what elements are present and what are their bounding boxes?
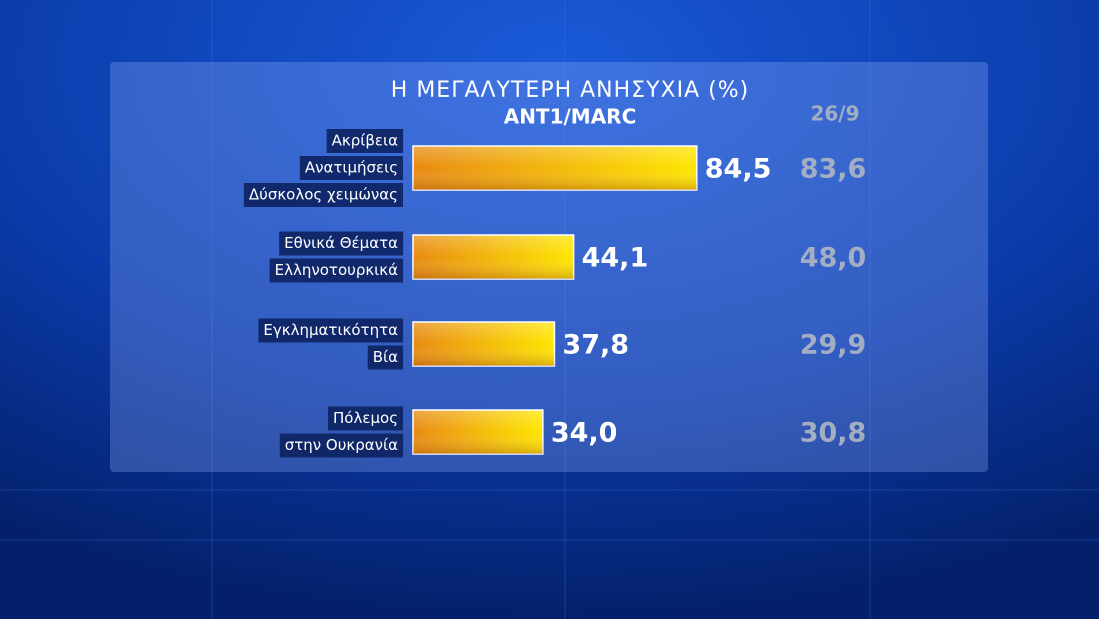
bar-shade (413, 146, 697, 190)
label-box (367, 345, 404, 370)
category-label: Βία (373, 348, 398, 366)
category-label: Εθνικά Θέματα (284, 234, 398, 252)
label-box (269, 258, 404, 283)
category-label: Δύσκολος χειμώνας (249, 186, 398, 204)
chart-subtitle: ANT1/MARC (504, 105, 637, 129)
label-box (328, 406, 403, 431)
legend-entry: 26/9 (810, 102, 859, 126)
bar-shade (413, 322, 555, 366)
comparison-label: 29,9 (800, 330, 867, 361)
label-box (258, 318, 404, 343)
value-label: 84,5 (705, 154, 772, 185)
bar-shade (413, 410, 543, 454)
category-label: Ανατιμήσεις (305, 159, 398, 177)
label-box (243, 183, 403, 207)
comparison-label: 48,0 (800, 243, 867, 274)
value-label: 34,0 (551, 418, 618, 449)
comparison-label: 30,8 (800, 418, 867, 449)
category-label: Πόλεμος (333, 409, 398, 427)
bar-shade (413, 235, 574, 279)
label-box (279, 231, 404, 256)
category-label: Εγκληματικότητα (263, 321, 398, 339)
chart-title: Η ΜΕΓΑΛΥΤΕΡΗ ΑΝΗΣΥΧΙΑ (%) (391, 78, 749, 103)
label-box (299, 156, 403, 180)
value-label: 37,8 (562, 330, 629, 361)
label-box (279, 433, 404, 458)
category-label: στην Ουκρανία (285, 436, 398, 454)
label-box (326, 129, 404, 153)
value-label: 44,1 (582, 243, 649, 274)
category-label: Ακρίβεια (332, 132, 398, 150)
comparison-label: 83,6 (800, 154, 867, 185)
category-label: Ελληνοτουρκικά (275, 261, 398, 279)
